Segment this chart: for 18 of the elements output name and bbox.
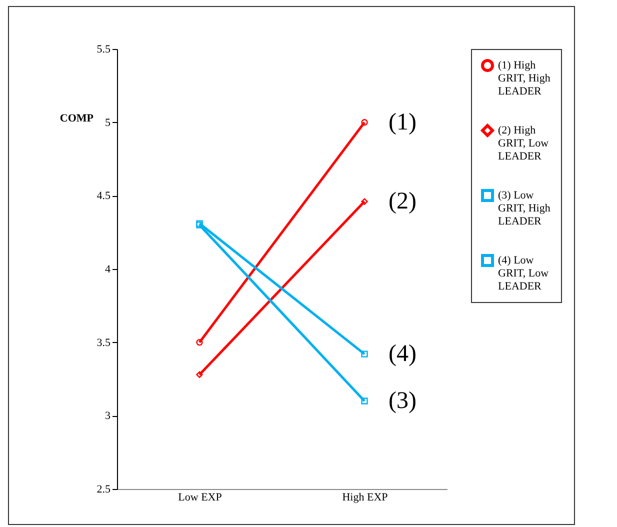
x-tick-label: High EXP	[342, 492, 388, 504]
y-tick-label: 4.5	[96, 190, 111, 202]
annotation: (4)	[388, 341, 416, 368]
y-axis-title: COMP	[60, 112, 94, 124]
y-tick-label: 4	[105, 264, 111, 276]
y-tick-label: 5.5	[96, 44, 111, 56]
legend-label: (4) Low GRIT, Low LEADER	[498, 254, 549, 292]
annotation: (2)	[388, 188, 416, 215]
legend-label: (1) High GRIT, High LEADER	[498, 60, 551, 98]
x-tick-label: Low EXP	[178, 492, 222, 504]
annotation: (1)	[388, 109, 416, 136]
annotation: (3)	[388, 388, 416, 414]
y-tick-label: 3	[105, 410, 111, 422]
legend-label: (2) High GRIT, Low LEADER	[498, 124, 549, 162]
y-tick-label: 2.5	[96, 484, 111, 496]
legend-label: (3) Low GRIT, High LEADER	[498, 190, 551, 228]
y-tick-label: 5	[105, 116, 111, 129]
y-tick-label: 3.5	[96, 336, 111, 349]
